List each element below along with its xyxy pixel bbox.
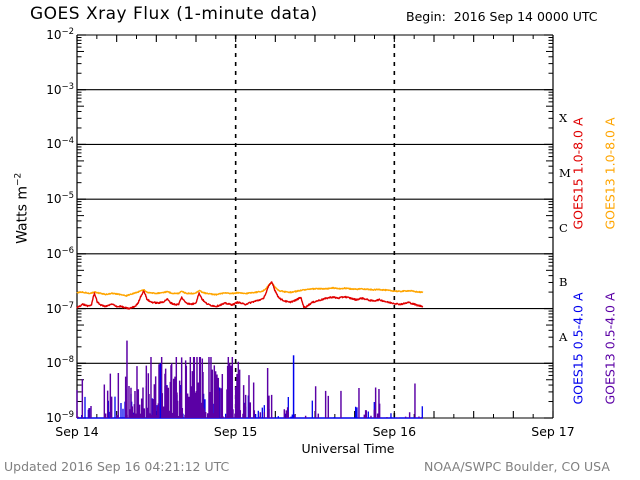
page-title: GOES Xray Flux (1-minute data) <box>30 4 318 24</box>
y-tick-label: 10−2 <box>46 27 74 42</box>
flare-class-a: A <box>559 330 568 345</box>
y-tick-label: 10−5 <box>46 191 74 207</box>
flare-class-m: M <box>559 166 571 181</box>
legend-item-goes13-0-5-4-0-a: GOES13 0.5-4.0 A <box>602 292 618 405</box>
y-tick-label: 10−7 <box>46 300 74 316</box>
y-tick-label: 10−9 <box>46 410 74 425</box>
updated-timestamp: Updated 2016 Sep 16 04:21:12 UTC <box>4 459 230 474</box>
x-tick-label: Sep 17 <box>531 424 575 439</box>
x-tick-label: Sep 16 <box>372 424 417 439</box>
x-axis-label: Universal Time <box>301 441 395 456</box>
y-tick-label: 10−3 <box>46 81 74 97</box>
y-tick-label: 10−6 <box>46 245 74 261</box>
begin-time-label: Begin: 2016 Sep 14 0000 UTC <box>406 9 598 24</box>
legend-item-goes15-1-0-8-0-a: GOES15 1.0-8.0 A <box>570 117 586 230</box>
flare-class-x: X <box>559 111 568 126</box>
x-tick-label: Sep 14 <box>55 424 99 439</box>
legend-item-goes15-0-5-4-0-a: GOES15 0.5-4.0 A <box>570 292 586 405</box>
x-tick-label: Sep 15 <box>213 424 258 439</box>
flare-class-b: B <box>559 275 568 290</box>
y-tick-label: 10−8 <box>46 355 74 371</box>
source-attribution: NOAA/SWPC Boulder, CO USA <box>424 459 610 474</box>
flare-class-c: C <box>559 220 568 235</box>
y-tick-label: 10−4 <box>46 136 74 152</box>
legend-item-goes13-1-0-8-0-a: GOES13 1.0-8.0 A <box>602 117 618 230</box>
